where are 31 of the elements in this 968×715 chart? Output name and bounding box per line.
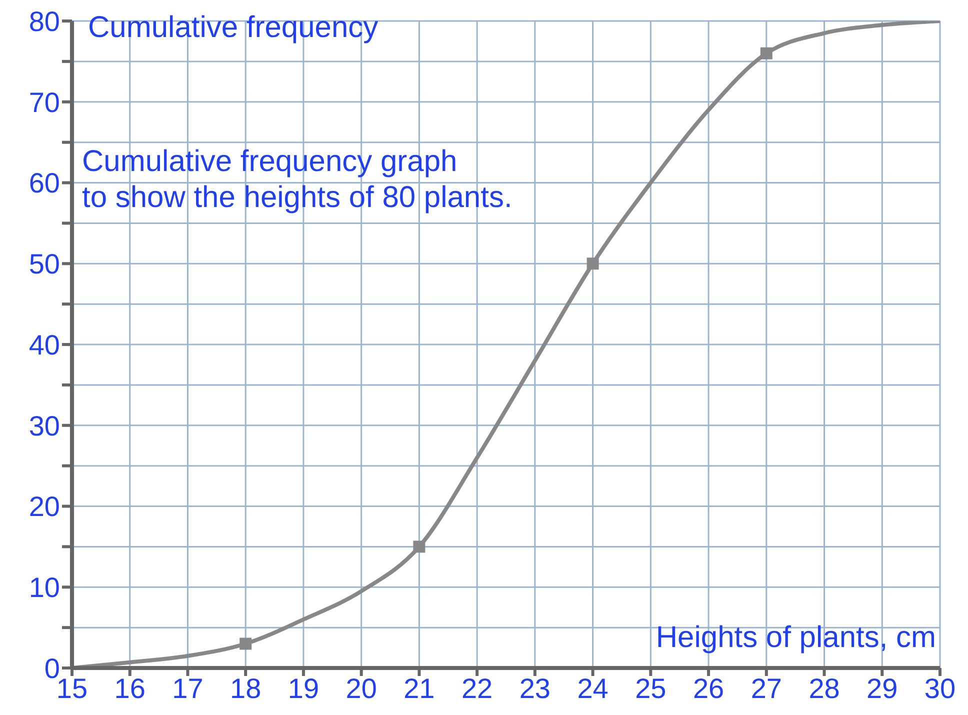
point xyxy=(760,47,772,60)
y-tick-label: 0 xyxy=(44,652,60,684)
y-tick-label: 40 xyxy=(28,329,60,360)
y-tick-label: 70 xyxy=(28,86,60,118)
x-tick-label: 19 xyxy=(288,672,320,704)
x-tick-label: 16 xyxy=(114,672,146,704)
point xyxy=(413,540,426,553)
y-tick-label: 80 xyxy=(28,6,60,37)
x-tick-label: 20 xyxy=(346,672,377,704)
x-tick-label: 22 xyxy=(461,672,493,704)
y-tick-label: 10 xyxy=(28,572,60,604)
x-tick-label: 28 xyxy=(808,672,840,704)
x-axis-title: Heights of plants, cm xyxy=(656,620,936,656)
x-tick-label: 30 xyxy=(924,672,956,704)
x-tick-label: 25 xyxy=(635,672,666,704)
x-tick-label: 26 xyxy=(692,672,724,704)
point xyxy=(240,638,252,650)
x-tick-label: 24 xyxy=(577,672,608,704)
annotation: Cumulative frequency graph to show the heights of 80 plants. xyxy=(82,144,512,216)
y-tick-label: 60 xyxy=(28,168,60,199)
x-tick-label: 29 xyxy=(866,672,898,704)
point xyxy=(586,258,599,270)
y-tick-label: 30 xyxy=(28,410,60,442)
y-tick-label: 50 xyxy=(28,248,60,280)
x-tick-label: 27 xyxy=(750,672,782,704)
x-tick-label: 18 xyxy=(230,672,262,704)
x-tick-label: 21 xyxy=(404,672,435,704)
x-tick-label: 17 xyxy=(172,672,204,704)
y-axis-title: Cumulative frequency xyxy=(88,10,378,46)
x-tick-label: 23 xyxy=(519,672,551,704)
y-tick-label: 20 xyxy=(28,491,60,522)
